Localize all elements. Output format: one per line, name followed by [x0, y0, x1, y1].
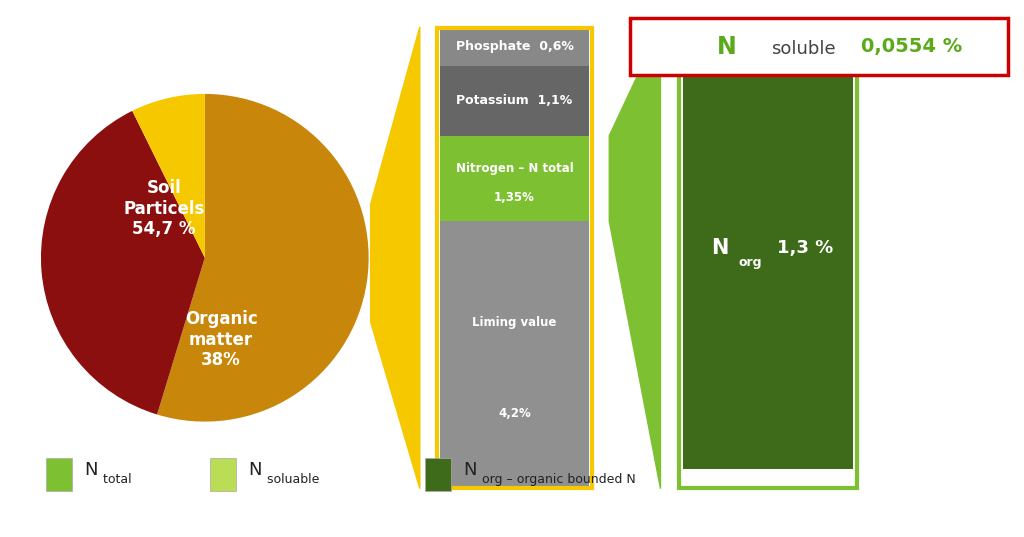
Text: org: org — [739, 256, 763, 269]
Bar — [440, 66, 589, 136]
Bar — [210, 458, 236, 491]
Wedge shape — [132, 94, 205, 258]
Bar — [440, 28, 589, 66]
Text: N: N — [248, 461, 261, 478]
Text: N: N — [712, 238, 729, 258]
Text: Nitrogen – N total: Nitrogen – N total — [456, 162, 573, 175]
Wedge shape — [157, 94, 369, 422]
Text: N: N — [463, 461, 476, 478]
Text: Soil
Particels
54,7 %: Soil Particels 54,7 % — [123, 179, 205, 238]
Text: soluable: soluable — [263, 473, 319, 486]
Text: Organic
matter
38%: Organic matter 38% — [184, 310, 258, 369]
Text: 4,2%: 4,2% — [499, 407, 530, 419]
Text: N: N — [84, 461, 97, 478]
Polygon shape — [609, 27, 660, 489]
Text: N: N — [717, 34, 736, 59]
Text: Phosphate  0,6%: Phosphate 0,6% — [456, 40, 573, 53]
Bar — [683, 28, 853, 47]
Text: org – organic bounded N: org – organic bounded N — [478, 473, 636, 486]
Polygon shape — [371, 27, 420, 489]
Bar — [440, 136, 589, 221]
Bar — [437, 28, 592, 488]
Wedge shape — [41, 111, 205, 415]
Text: 1,35%: 1,35% — [495, 191, 535, 204]
Bar — [425, 458, 451, 491]
Text: soluble: soluble — [771, 40, 836, 58]
Bar — [679, 28, 857, 488]
Text: total: total — [99, 473, 132, 486]
Bar — [683, 28, 853, 469]
FancyBboxPatch shape — [630, 18, 1008, 75]
Bar — [46, 458, 72, 491]
Bar — [440, 221, 589, 488]
Text: Potassium  1,1%: Potassium 1,1% — [457, 95, 572, 107]
Text: 1,3 %: 1,3 % — [777, 240, 834, 257]
Text: 0,0554 %: 0,0554 % — [860, 37, 962, 56]
Text: Liming value: Liming value — [472, 316, 557, 329]
